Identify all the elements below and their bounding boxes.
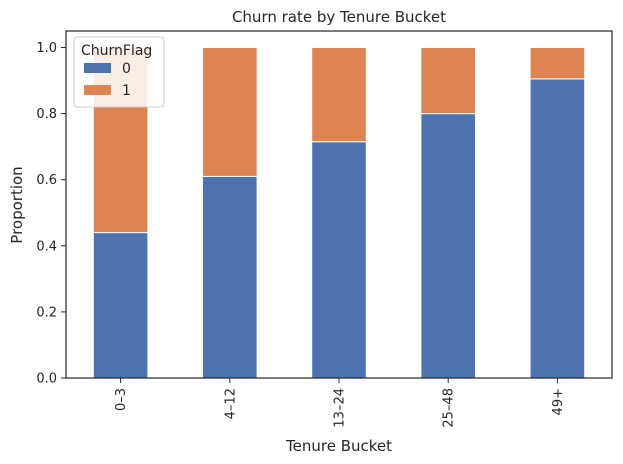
bar-flag1-1 bbox=[202, 47, 258, 177]
y-tick-label: 0.0 bbox=[36, 372, 57, 387]
bar-flag1-3 bbox=[420, 47, 476, 115]
x-tick-label: 25–48 bbox=[442, 388, 457, 428]
y-tick-label: 0.4 bbox=[36, 239, 57, 254]
y-tick-label: 0.8 bbox=[36, 107, 57, 122]
x-axis-label: Tenure Bucket bbox=[285, 437, 392, 455]
bar-flag0-1 bbox=[202, 175, 258, 379]
x-tick-label: 0–3 bbox=[114, 388, 129, 411]
legend-label-0: 0 bbox=[122, 61, 131, 77]
legend-title: ChurnFlag bbox=[81, 43, 152, 59]
y-tick-label: 0.6 bbox=[36, 173, 57, 188]
bar-flag0-4 bbox=[529, 78, 586, 379]
x-ticks: 0–3 4–12 13–24 25–48 49+ bbox=[114, 378, 566, 428]
y-axis-label: Proportion bbox=[8, 166, 26, 243]
legend-label-1: 1 bbox=[122, 83, 131, 99]
y-ticks: 0.0 0.2 0.4 0.6 0.8 1.0 bbox=[36, 41, 66, 387]
x-tick-label: 13–24 bbox=[333, 388, 348, 428]
x-tick-label: 4–12 bbox=[223, 388, 238, 419]
y-tick-label: 0.2 bbox=[36, 305, 57, 320]
chart-title: Churn rate by Tenure Bucket bbox=[232, 8, 446, 26]
bar-flag1-4 bbox=[529, 47, 586, 80]
legend-swatch-0 bbox=[84, 63, 111, 73]
bar-flag0-3 bbox=[420, 113, 476, 379]
bar-flag0-2 bbox=[311, 141, 367, 379]
bar-flag0-0 bbox=[92, 232, 149, 379]
bars-group bbox=[92, 47, 586, 379]
legend-items: 01 bbox=[84, 61, 131, 99]
x-tick-label: 49+ bbox=[551, 388, 566, 415]
bar-flag1-2 bbox=[311, 47, 367, 143]
y-tick-label: 1.0 bbox=[36, 41, 57, 56]
legend: ChurnFlag 01 bbox=[73, 36, 165, 108]
legend-swatch-1 bbox=[84, 85, 111, 95]
